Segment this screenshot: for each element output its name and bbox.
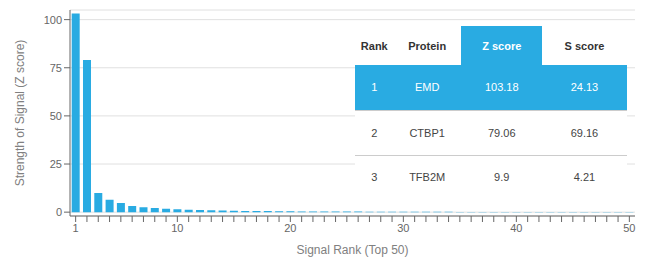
svg-text:Signal Rank (Top 50): Signal Rank (Top 50)	[296, 243, 408, 257]
html-text:69.16: 69.16	[570, 126, 599, 139]
html-text:Rank: Rank	[360, 39, 388, 52]
svg-text:10: 10	[171, 222, 183, 234]
svg-text:50: 50	[623, 222, 635, 234]
svg-text:1: 1	[73, 222, 79, 234]
svg-text:20: 20	[284, 222, 296, 234]
html-text:24.13: 24.13	[570, 81, 599, 93]
html-text:2: 2	[371, 126, 378, 139]
svg-text:30: 30	[397, 222, 409, 234]
html-text:EMD: EMD	[414, 81, 440, 93]
svg-text:100: 100	[44, 14, 62, 26]
html-text:TFB2M: TFB2M	[409, 171, 446, 184]
html-text:CTBP1: CTBP1	[409, 126, 445, 139]
html-text:S score: S score	[564, 39, 605, 52]
svg-text:Strength of Signal (Z score): Strength of Signal (Z score)	[13, 40, 27, 187]
svg-text:50: 50	[50, 110, 62, 122]
html-text:Protein: Protein	[408, 39, 447, 52]
html-text:79.06: 79.06	[488, 126, 516, 139]
svg-text:75: 75	[50, 62, 62, 74]
svg-text:40: 40	[510, 222, 522, 234]
html-text:3: 3	[371, 171, 378, 184]
html-text:Z score: Z score	[482, 39, 522, 52]
html-text:103.18: 103.18	[484, 81, 519, 93]
html-text:9.9: 9.9	[494, 171, 510, 184]
html-text:4.21: 4.21	[573, 171, 596, 184]
svg-text:25: 25	[50, 158, 62, 170]
html-text:1: 1	[371, 81, 378, 93]
svg-text:0: 0	[56, 206, 62, 218]
